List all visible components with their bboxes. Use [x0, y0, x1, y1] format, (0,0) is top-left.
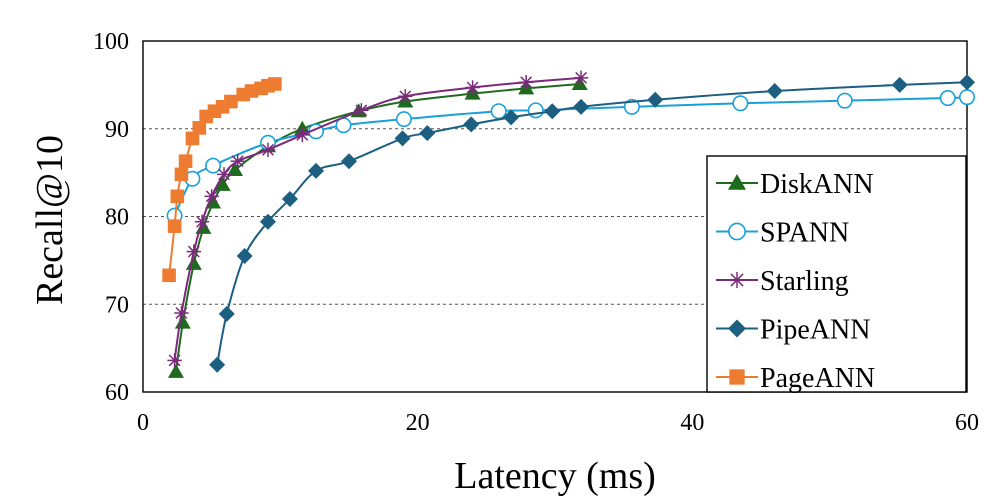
x-tick-label: 0	[137, 410, 149, 436]
point-starling	[354, 103, 369, 118]
x-axis-title: Latency (ms)	[454, 455, 656, 497]
point-starling	[573, 70, 589, 86]
legend-box	[706, 155, 967, 393]
point-spann	[205, 157, 222, 174]
point-pipeann	[209, 356, 226, 373]
legend-marker-pageann	[729, 369, 745, 385]
legend-marker-starling	[728, 271, 746, 289]
series-layer	[162, 70, 975, 378]
point-spann	[490, 103, 507, 120]
point-pipeann	[891, 76, 908, 93]
point-pipeann	[544, 103, 561, 120]
point-pageann	[185, 131, 200, 146]
legend-item-diskann: DiskANN	[716, 169, 874, 200]
legend-item-spann: SPANN	[716, 218, 849, 249]
legend-label-diskann: DiskANN	[760, 169, 874, 200]
point-pageann	[192, 121, 207, 135]
point-starling	[295, 127, 310, 143]
point-pageann	[224, 94, 238, 109]
point-spann	[395, 111, 412, 128]
point-pipeann	[394, 130, 411, 147]
point-pipeann	[308, 162, 325, 179]
y-tick-label: 100	[93, 29, 129, 55]
point-pageann	[178, 154, 193, 169]
point-pageann	[268, 77, 282, 91]
point-spann	[939, 90, 956, 107]
point-diskann	[214, 176, 231, 191]
legend-marker-diskann	[728, 174, 746, 190]
point-starling	[174, 305, 189, 321]
point-pipeann	[259, 213, 276, 230]
legend: DiskANN SPANN Starling PipeANN PageANN	[706, 155, 967, 394]
series-line-diskann	[174, 83, 580, 372]
plot-area	[142, 40, 968, 393]
point-spann	[527, 102, 544, 119]
point-pipeann	[419, 125, 436, 142]
point-pipeann	[463, 116, 480, 133]
legend-label-spann: SPANN	[760, 218, 849, 249]
series-line-starling	[173, 76, 582, 361]
point-starling	[260, 142, 276, 158]
point-spann	[732, 95, 749, 112]
point-diskann	[167, 363, 184, 378]
y-tick-label: 80	[105, 205, 129, 231]
point-pageann	[170, 189, 185, 204]
series-pageann	[162, 77, 282, 283]
point-pipeann	[503, 109, 520, 126]
y-tick-label: 70	[105, 292, 129, 318]
point-pipeann	[573, 98, 590, 115]
point-starling	[230, 154, 245, 169]
legend-item-starling: Starling	[716, 266, 849, 297]
point-spann	[836, 92, 853, 109]
y-tick-label: 90	[105, 117, 129, 143]
point-starling	[194, 214, 210, 229]
x-tick-label: 60	[955, 410, 979, 436]
legend-label-pipeann: PipeANN	[760, 315, 870, 346]
y-tick-label: 60	[105, 380, 129, 406]
point-diskann	[227, 161, 244, 176]
legend-label-pageann: PageANN	[760, 363, 875, 394]
legend-item-pipeann: PipeANN	[716, 315, 870, 346]
point-pipeann	[236, 247, 253, 264]
point-diskann	[571, 75, 588, 90]
point-pipeann	[281, 190, 298, 207]
point-starling	[204, 189, 219, 204]
point-pageann	[162, 268, 176, 283]
point-starling	[167, 353, 182, 368]
point-pipeann	[766, 83, 783, 100]
point-pipeann	[341, 153, 357, 170]
point-pipeann	[959, 74, 975, 91]
point-spann	[958, 89, 975, 106]
point-pipeann	[647, 91, 664, 108]
legend-item-pageann: PageANN	[716, 363, 875, 394]
axis-ticks: 60 70 80 90 100 0 20 40 60	[93, 29, 979, 436]
legend-marker-pipeann	[728, 319, 746, 338]
point-pipeann	[218, 305, 235, 322]
x-tick-label: 20	[406, 410, 430, 436]
point-pageann	[167, 219, 182, 233]
point-starling	[465, 80, 480, 95]
point-starling	[518, 75, 534, 90]
y-axis-title: Recall@10	[29, 135, 71, 305]
point-starling	[216, 167, 232, 182]
series-starling	[167, 70, 589, 368]
point-starling	[398, 89, 413, 104]
point-starling	[186, 244, 202, 259]
legend-marker-spann	[728, 222, 746, 241]
legend-label-starling: Starling	[760, 266, 849, 297]
series-pipeann	[209, 74, 975, 373]
point-spann	[623, 98, 640, 115]
x-tick-label: 40	[680, 410, 704, 436]
point-pageann	[174, 167, 189, 182]
